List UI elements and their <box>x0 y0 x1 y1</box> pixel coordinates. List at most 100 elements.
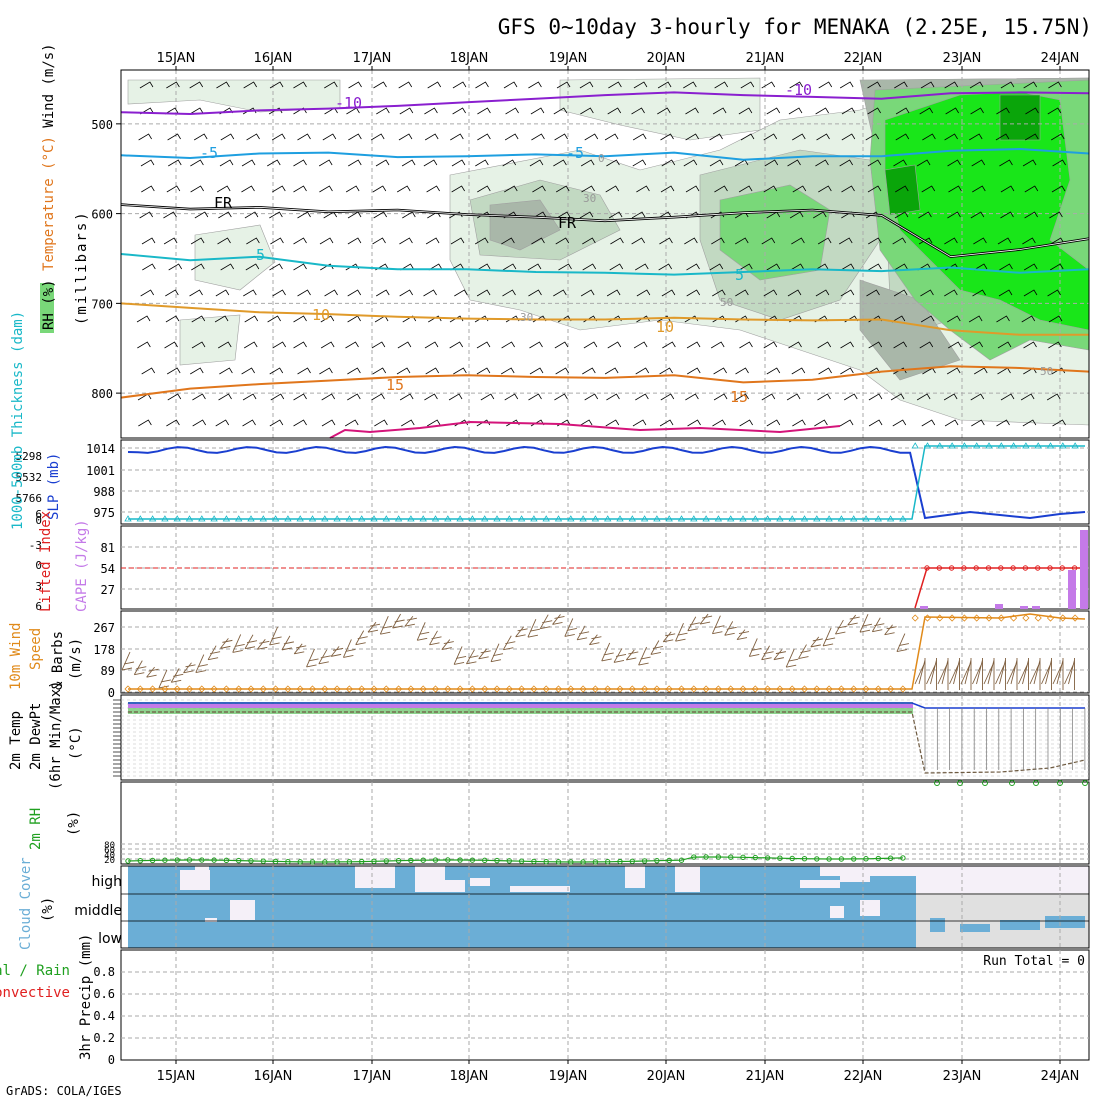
ylabel-total-rain: Total / Rain <box>0 963 70 979</box>
wind-barb <box>297 211 311 219</box>
wind-barb <box>636 185 650 193</box>
wind-barb <box>894 81 908 89</box>
wind-barb <box>766 263 781 271</box>
wind-barb <box>1023 263 1038 271</box>
wind-barb <box>1047 289 1061 297</box>
ylabel-part: Wind (m/s) <box>41 43 57 127</box>
wind-barb <box>220 133 235 141</box>
contour-label-10: 10 <box>312 306 330 324</box>
wind-barb <box>609 263 624 271</box>
wind-barb <box>815 289 830 297</box>
bottom-date-15JAN: 15JAN <box>157 1069 196 1084</box>
wind-barb <box>141 237 156 245</box>
cloud-level-middle: middle <box>74 903 122 919</box>
wind-barb <box>272 289 286 297</box>
wind10m-barb <box>1064 658 1075 690</box>
wind10m-marker <box>677 685 686 693</box>
wind-barb <box>659 237 673 245</box>
li-tick--3: -3 <box>29 539 42 552</box>
wind-barb <box>477 133 491 141</box>
wind10m-marker <box>751 685 759 693</box>
wind10m-barb <box>675 623 688 642</box>
wind-barb <box>839 81 854 89</box>
thickness-marker <box>321 515 329 522</box>
wind-barb <box>683 159 698 167</box>
wind-barb <box>584 133 599 141</box>
wind10m-marker <box>185 685 194 693</box>
wind-barb <box>167 393 182 401</box>
wind-barb <box>766 107 781 115</box>
wind-barb <box>475 81 489 89</box>
wind-barb <box>580 159 595 167</box>
wind-barb <box>1051 367 1066 375</box>
wind10m-marker <box>837 685 845 693</box>
wind-barb <box>761 393 776 401</box>
wind10m-barb <box>589 634 602 646</box>
wind-barb <box>293 341 307 349</box>
wind10m-marker <box>235 685 243 693</box>
wind-barb <box>164 107 179 115</box>
wind10m-marker <box>776 685 784 693</box>
lifted-index-line <box>914 567 1085 609</box>
wind10m-barb <box>552 614 565 625</box>
wind-barb <box>1047 107 1062 115</box>
wind-barb <box>605 419 620 427</box>
top-date-21JAN: 21JAN <box>746 51 785 66</box>
ylabel-part: Thickness (dam) <box>10 311 26 437</box>
wind-barb <box>501 237 515 245</box>
wind-barb <box>375 159 390 167</box>
wind-barb <box>218 393 232 401</box>
wind-barb <box>297 289 311 297</box>
wind-barb <box>735 367 749 375</box>
wind10m-barb <box>613 648 627 663</box>
thickness-marker <box>357 515 366 522</box>
wind-barb <box>604 133 619 141</box>
wind-barb <box>428 315 442 323</box>
temp-contour--10 <box>120 91 1090 116</box>
wind-barb <box>657 81 672 89</box>
wind-barb <box>582 237 596 245</box>
wind-barb <box>766 419 781 427</box>
wind10m-marker <box>653 685 661 693</box>
rh2m-marker <box>957 780 963 786</box>
wind-barb <box>269 81 284 89</box>
lifted-index-marker <box>1022 565 1029 571</box>
wind10m-barb <box>515 626 528 638</box>
wind-barb <box>735 393 749 401</box>
temp-contour-20 <box>329 420 841 439</box>
wind-barb <box>999 159 1013 167</box>
wind10m-barb <box>330 646 344 657</box>
wind-barb <box>528 289 542 297</box>
contour-label--10: -10 <box>785 81 812 99</box>
thickness-marker <box>837 515 846 522</box>
wind10m-barb <box>281 635 294 651</box>
thickness-marker <box>886 515 895 522</box>
contour-label-15: 15 <box>730 388 748 406</box>
contour-label-30: 30 <box>583 192 596 205</box>
wind10m-barb <box>195 654 208 673</box>
wind-barb <box>532 185 546 193</box>
wind-barb <box>684 237 698 245</box>
wind-barb <box>140 159 155 167</box>
wind10m-barb <box>1029 658 1041 690</box>
wind-barb <box>947 159 961 167</box>
grads-credit: GrADS: COLA/IGES <box>6 1084 122 1098</box>
wind-barb <box>867 107 881 115</box>
wind10m-barb <box>847 614 860 626</box>
wind-barb <box>763 289 778 297</box>
lifted-index-marker <box>1059 565 1066 571</box>
wind-barb <box>1049 211 1063 219</box>
wind10m-barb <box>773 649 786 661</box>
wind-barb <box>892 237 907 245</box>
wind-barb <box>815 159 829 167</box>
wind-barb <box>1000 81 1015 89</box>
wind10m-barb <box>859 614 873 633</box>
cloud-gap <box>445 880 465 892</box>
wind-barb <box>322 133 337 141</box>
wind-barb <box>166 419 180 427</box>
wind10m-marker <box>370 685 378 693</box>
wind-barb <box>477 107 491 115</box>
wind10m-barb <box>453 646 467 665</box>
wind-barb <box>763 133 778 141</box>
panel-frame-upper-air <box>120 69 1090 439</box>
